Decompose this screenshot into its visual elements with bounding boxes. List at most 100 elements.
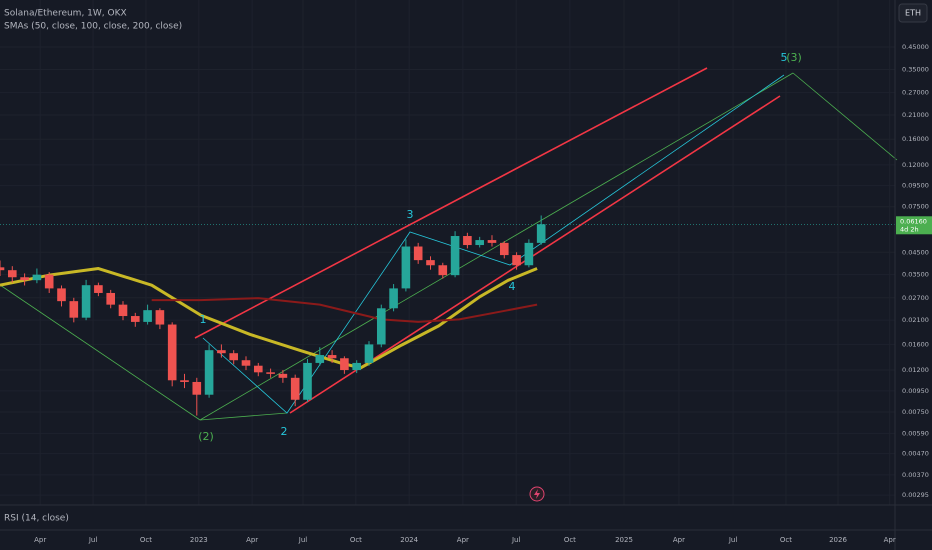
candle-body	[217, 350, 226, 354]
y-tick-label: 0.01200	[902, 366, 929, 374]
x-tick-label: Apr	[246, 536, 258, 544]
candle-body	[7, 270, 17, 278]
y-tick-label: 0.02100	[902, 316, 929, 324]
candle-body	[364, 344, 374, 363]
x-tick-label: Apr	[34, 536, 46, 544]
last-price-box	[896, 216, 932, 235]
trend-line	[0, 284, 201, 421]
candle-body	[180, 380, 189, 382]
candle-body	[499, 242, 509, 256]
candle-body	[192, 381, 202, 395]
y-tick-label: 0.04500	[902, 248, 929, 256]
candle-body	[278, 373, 288, 378]
trend-line	[199, 412, 288, 421]
y-tick-label: 0.01600	[902, 340, 929, 348]
candle-body	[167, 324, 177, 381]
wave-label: (2)	[198, 430, 214, 443]
x-tick-label: Oct	[140, 536, 152, 544]
y-tick-label: 0.00590	[902, 429, 929, 437]
candle-body	[69, 301, 79, 318]
wave-label: 2	[281, 425, 288, 438]
currency-label: ETH	[905, 9, 921, 18]
candle-body	[94, 285, 103, 293]
x-tick-label: Jul	[298, 536, 308, 544]
y-tick-label: 0.09500	[902, 182, 929, 190]
x-tick-label: Jul	[728, 536, 738, 544]
y-tick-label: 0.00295	[902, 491, 929, 499]
candle-body	[401, 246, 411, 289]
x-tick-label: 2023	[190, 536, 208, 544]
symbol-legend: Solana/Ethereum, 1W, OKX	[4, 9, 127, 19]
candle-body	[0, 267, 5, 271]
candle-body	[130, 316, 140, 322]
y-tick-label: 0.12000	[902, 161, 929, 169]
candle-body	[487, 240, 497, 243]
candle-body	[44, 274, 54, 289]
wave-label: 3	[407, 208, 414, 221]
candle-body	[376, 308, 386, 345]
wave-label: (3)	[786, 51, 802, 64]
candle-body	[303, 362, 312, 400]
candle-body	[389, 288, 398, 309]
x-tick-label: Oct	[780, 536, 792, 544]
candle-body	[413, 246, 423, 261]
candle-body	[290, 377, 300, 400]
candle-body	[426, 260, 435, 266]
wave-label: 1	[200, 313, 207, 326]
drawings	[0, 67, 898, 421]
x-tick-label: Oct	[564, 536, 576, 544]
candle-body	[143, 310, 152, 322]
y-tick-label: 0.21000	[902, 111, 929, 119]
y-tick-label: 0.00950	[902, 387, 929, 395]
rsi-legend: RSI (14, close)	[4, 514, 69, 524]
last-price-countdown: 4d 2h	[900, 225, 919, 233]
candle-body	[438, 265, 448, 276]
candle-body	[106, 292, 116, 305]
candle-body	[155, 310, 165, 325]
trend-line	[199, 72, 794, 421]
candle-body	[204, 350, 214, 395]
candle-body	[266, 372, 275, 374]
x-tick-label: 2024	[400, 536, 418, 544]
channel-line	[194, 67, 708, 339]
x-tick-label: 2026	[829, 536, 847, 544]
candle-body	[340, 358, 349, 371]
wave-label: 5	[781, 51, 788, 64]
y-tick-label: 0.00370	[902, 471, 929, 479]
candle-body	[253, 365, 263, 373]
candle-body	[524, 242, 534, 266]
candle-body	[352, 362, 361, 371]
y-tick-label: 0.02700	[902, 294, 929, 302]
candle-body	[463, 236, 472, 246]
x-tick-label: Apr	[457, 536, 469, 544]
grid	[0, 0, 895, 505]
last-price-label: 0.06160	[900, 217, 927, 225]
candle-body	[32, 274, 42, 281]
candle-body	[118, 304, 128, 317]
trend-line	[792, 72, 898, 161]
x-tick-label: 2025	[615, 536, 633, 544]
indicator-legend: SMAs (50, close, 100, close, 200, close)	[4, 22, 182, 32]
x-tick-label: Apr	[673, 536, 685, 544]
x-tick-label: Oct	[350, 536, 362, 544]
y-tick-label: 0.27000	[902, 89, 929, 97]
x-tick-label: Jul	[88, 536, 98, 544]
candle-body	[327, 355, 337, 359]
alert-icon[interactable]	[529, 486, 545, 502]
candle-body	[512, 255, 521, 266]
x-tick-label: Jul	[511, 536, 521, 544]
candle-body	[315, 355, 325, 363]
candle-body	[57, 288, 66, 302]
candle-body	[81, 285, 91, 318]
plot-area	[0, 215, 895, 416]
wave-path	[202, 74, 785, 414]
candle-body	[229, 353, 238, 361]
candle-body	[475, 240, 484, 246]
y-tick-label: 0.03500	[902, 271, 929, 279]
y-tick-label: 0.00750	[902, 408, 929, 416]
currency-button[interactable]: ETH	[898, 3, 928, 23]
x-tick-label: Apr	[884, 536, 896, 544]
candle-body	[20, 277, 29, 281]
y-tick-label: 0.07500	[902, 203, 929, 211]
